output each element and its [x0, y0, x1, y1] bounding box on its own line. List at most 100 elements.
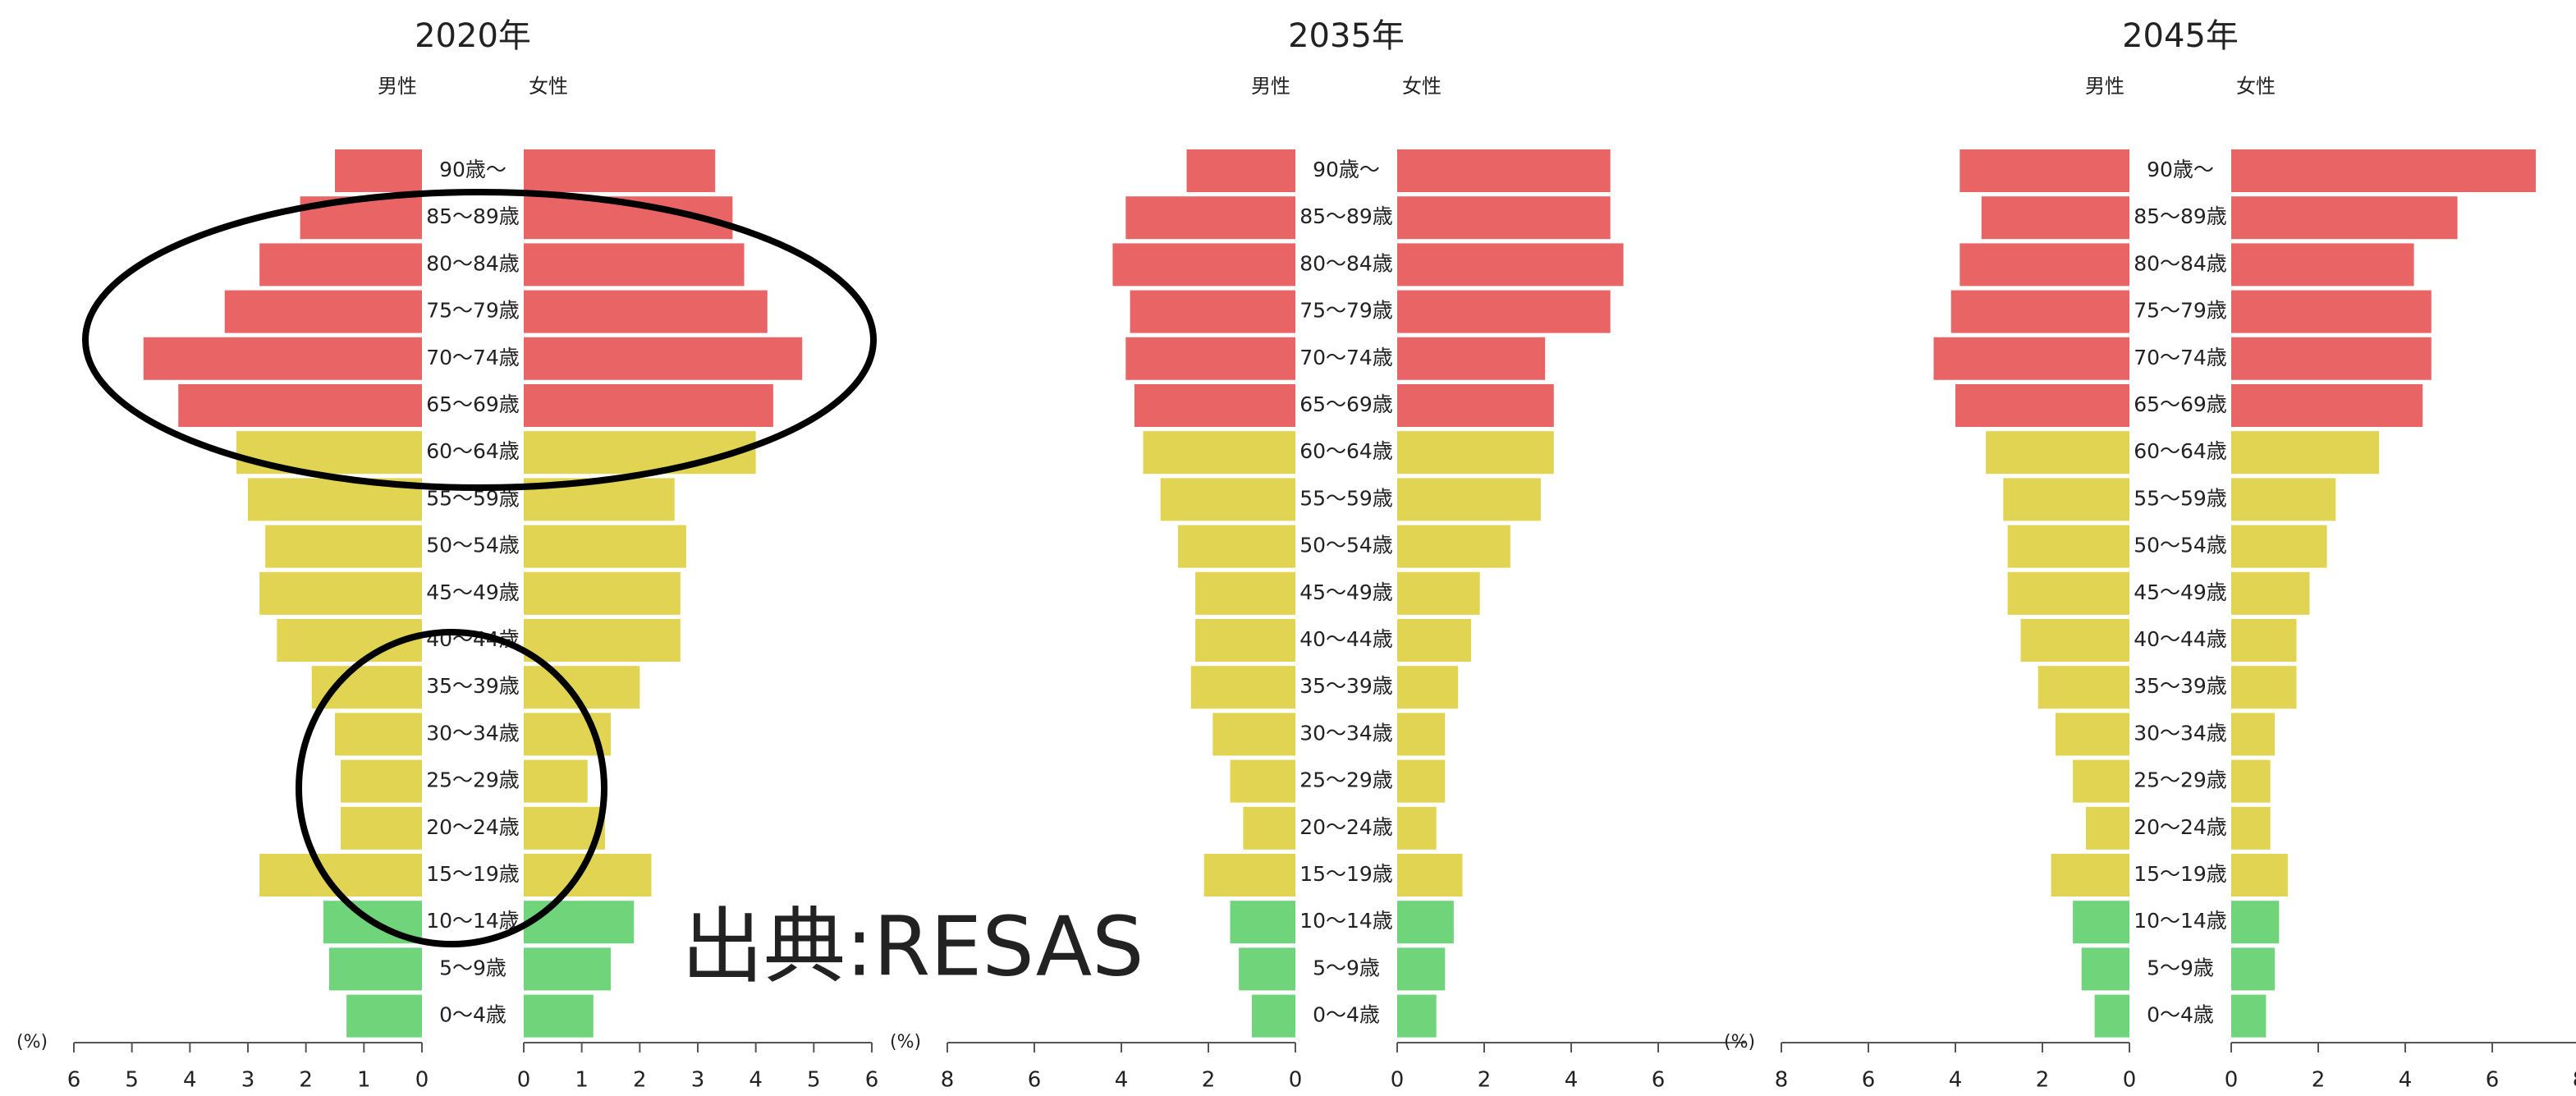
age-label: 75〜79歳 — [2134, 299, 2227, 323]
series-label: 女性 — [529, 75, 568, 98]
bar — [2073, 901, 2129, 944]
age-label: 40〜44歳 — [1299, 627, 1393, 651]
bar — [1230, 759, 1295, 803]
bar — [1243, 806, 1295, 850]
bar — [328, 947, 422, 991]
x-tick-label: 6 — [1652, 1068, 1666, 1093]
age-label: 35〜39歳 — [1299, 674, 1393, 698]
bar — [1252, 994, 1295, 1038]
bar — [524, 243, 745, 287]
x-tick-label: 0 — [517, 1068, 531, 1093]
age-label: 25〜29歳 — [2134, 768, 2227, 792]
x-tick-label: 5 — [807, 1068, 821, 1093]
bar — [524, 759, 588, 803]
bar — [2231, 149, 2536, 192]
age-label: 0〜4歳 — [1313, 1003, 1380, 1027]
age-label: 60〜64歳 — [426, 439, 520, 463]
bar — [524, 384, 773, 427]
bar — [2003, 478, 2129, 521]
bar — [1397, 337, 1546, 380]
bar — [1130, 290, 1295, 333]
bar — [2231, 666, 2297, 709]
x-tick-label: 2 — [633, 1068, 647, 1093]
age-label: 55〜59歳 — [1299, 486, 1393, 510]
age-label: 70〜74歳 — [2134, 346, 2227, 369]
bar — [2231, 384, 2423, 427]
bar — [1397, 901, 1454, 944]
age-label: 85〜89歳 — [426, 204, 520, 228]
age-label: 30〜34歳 — [1299, 721, 1393, 745]
age-label: 20〜24歳 — [2134, 815, 2227, 839]
bar — [2037, 666, 2129, 709]
age-label: 65〜69歳 — [2134, 392, 2227, 416]
age-label: 75〜79歳 — [426, 299, 520, 323]
age-label: 0〜4歳 — [439, 1003, 506, 1027]
x-tick-label: 1 — [357, 1068, 371, 1093]
bar — [1397, 806, 1437, 850]
age-label: 30〜34歳 — [426, 721, 520, 745]
age-label: 90歳〜 — [2147, 158, 2214, 181]
series-label: 女性 — [2236, 75, 2276, 98]
age-label: 90歳〜 — [439, 158, 506, 181]
age-label: 60〜64歳 — [2134, 439, 2227, 463]
age-label: 70〜74歳 — [426, 346, 520, 369]
bar — [1986, 431, 2129, 475]
x-tick-label: 8 — [2573, 1068, 2576, 1093]
bar — [1955, 384, 2129, 427]
bar — [2231, 478, 2336, 521]
bar — [335, 713, 422, 756]
x-tick-label: 6 — [1028, 1068, 1042, 1093]
bar — [2231, 806, 2271, 850]
bar — [524, 619, 681, 662]
age-label: 10〜14歳 — [2134, 909, 2227, 933]
x-tick-label: 6 — [1862, 1068, 1876, 1093]
bar — [2051, 854, 2129, 897]
age-label: 45〜49歳 — [1299, 580, 1393, 604]
age-label: 10〜14歳 — [1299, 909, 1393, 933]
bar — [2055, 713, 2129, 756]
bar — [1950, 290, 2129, 333]
bar — [2007, 571, 2129, 615]
x-tick-label: 6 — [865, 1068, 879, 1093]
bar — [1397, 196, 1611, 240]
age-label: 90歳〜 — [1313, 158, 1380, 181]
age-label: 5〜9歳 — [2147, 956, 2214, 979]
age-label: 70〜74歳 — [1299, 346, 1393, 369]
chart-title: 2020年 — [415, 17, 531, 55]
bar — [1230, 901, 1295, 944]
bar — [2231, 571, 2310, 615]
age-label: 35〜39歳 — [2134, 674, 2227, 698]
bar — [1397, 854, 1463, 897]
age-label: 80〜84歳 — [2134, 251, 2227, 275]
x-tick-label: 4 — [2399, 1068, 2413, 1093]
axis-unit: (%) — [16, 1032, 48, 1052]
bar — [265, 525, 422, 568]
x-tick-label: 3 — [241, 1068, 255, 1093]
age-label: 80〜84歳 — [1299, 251, 1393, 275]
bar — [2086, 806, 2129, 850]
bar — [2231, 337, 2432, 380]
x-tick-label: 1 — [575, 1068, 589, 1093]
x-tick-label: 6 — [67, 1068, 81, 1093]
age-label: 15〜19歳 — [2134, 862, 2227, 886]
age-label: 50〜54歳 — [2134, 534, 2227, 557]
bar — [1397, 290, 1611, 333]
series-label: 男性 — [378, 75, 417, 98]
bar — [1203, 854, 1295, 897]
bar — [346, 994, 422, 1038]
bar — [1112, 243, 1295, 287]
age-label: 10〜14歳 — [426, 909, 520, 933]
bar — [1160, 478, 1295, 521]
bar — [1397, 149, 1611, 192]
x-tick-label: 0 — [2123, 1068, 2137, 1093]
series-label: 男性 — [1251, 75, 1290, 98]
age-label: 45〜49歳 — [426, 580, 520, 604]
age-label: 15〜19歳 — [426, 862, 520, 886]
source-annotation: 出典:RESAS — [681, 898, 1144, 994]
bar — [2081, 947, 2129, 991]
bar — [1186, 149, 1295, 192]
bar — [1960, 243, 2129, 287]
bar — [524, 431, 756, 475]
bar — [1239, 947, 1295, 991]
